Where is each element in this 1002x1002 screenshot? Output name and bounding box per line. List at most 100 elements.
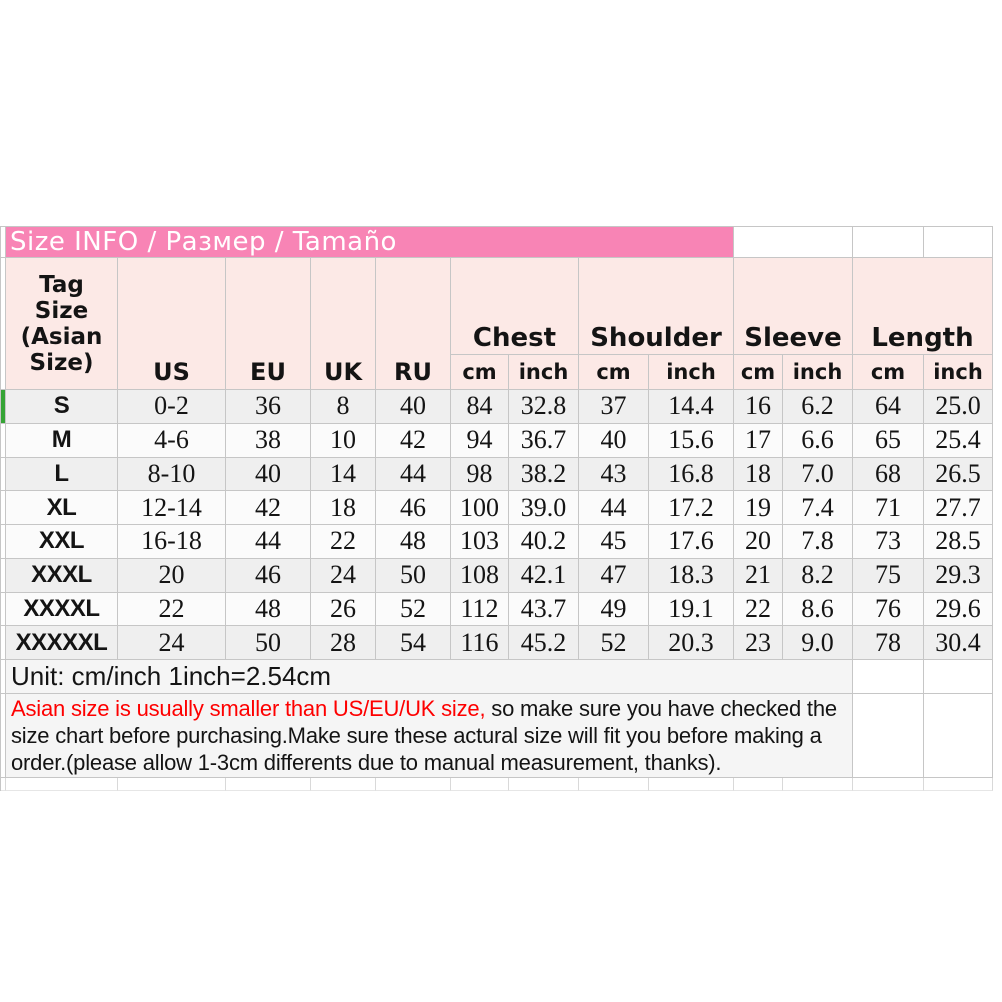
value-cell-us: 0-2 — [118, 390, 226, 424]
size-tag-cell: XXXXXL — [6, 626, 118, 660]
tag-size-line: Tag — [39, 271, 84, 298]
cm-header-cell: cm — [734, 355, 783, 390]
value-cell-uk: 18 — [311, 491, 376, 525]
value-cell-sleeve_inch: 7.4 — [783, 491, 853, 525]
value-cell-uk: 8 — [311, 390, 376, 424]
size-tag-cell: XXXL — [6, 558, 118, 593]
eu-header-cell: EU — [226, 258, 311, 390]
banner-title-cell: Size INFO / Размер / Tamaño — [6, 227, 734, 258]
value-cell-shoulder_cm: 52 — [579, 626, 649, 660]
size-tag-cell: M — [6, 423, 118, 458]
value-cell-length_inch: 30.4 — [924, 626, 993, 660]
size-tag-cell: XL — [6, 491, 118, 525]
value-cell-us: 22 — [118, 592, 226, 627]
value-cell-eu: 36 — [226, 390, 311, 424]
value-cell-length_cm: 71 — [853, 491, 924, 525]
value-cell-chest_inch: 38.2 — [509, 457, 579, 492]
value-cell-eu: 48 — [226, 592, 311, 627]
empty-cell — [853, 660, 924, 694]
empty-cell — [924, 660, 993, 694]
grid-stub-cell — [451, 778, 509, 791]
left-gutter-cell — [1, 626, 6, 660]
size-tag-cell: XXL — [6, 525, 118, 559]
grid-stub-cell — [649, 778, 734, 791]
grid-stub-cell — [924, 778, 993, 791]
disclaimer-row: Asian size is usually smaller than US/EU… — [1, 694, 993, 778]
value-cell-shoulder_cm: 43 — [579, 457, 649, 492]
ru-header-cell: RU — [376, 258, 451, 390]
value-cell-us: 16-18 — [118, 525, 226, 559]
disclaimer-red-text: Asian size is usually smaller than US/EU… — [11, 696, 486, 721]
grid-stub-cell — [1, 778, 6, 791]
unit-note-row: Unit: cm/inch 1inch=2.54cm — [1, 660, 993, 694]
data-grid: S 0-2 36 8 40 84 32.8 37 14.4 16 6.2 64 25.0 M 4-6 38 10… — [1, 390, 993, 660]
inch-header-cell: inch — [783, 355, 853, 390]
grid-stub-cell — [783, 778, 853, 791]
value-cell-sleeve_cm: 20 — [734, 525, 783, 559]
value-cell-sleeve_inch: 8.2 — [783, 558, 853, 593]
value-cell-length_cm: 64 — [853, 390, 924, 424]
value-cell-sleeve_cm: 23 — [734, 626, 783, 660]
value-cell-length_inch: 25.0 — [924, 390, 993, 424]
value-cell-ru: 42 — [376, 423, 451, 458]
value-cell-sleeve_inch: 6.6 — [783, 423, 853, 458]
shoulder-group-header-cell: Shoulder — [579, 258, 734, 355]
value-cell-shoulder_inch: 17.6 — [649, 525, 734, 559]
disclaimer-text: Asian size is usually smaller than US/EU… — [6, 694, 853, 778]
empty-cell — [853, 694, 924, 778]
value-cell-length_cm: 65 — [853, 423, 924, 458]
value-cell-length_inch: 27.7 — [924, 491, 993, 525]
grid-stub-cell — [509, 778, 579, 791]
value-cell-chest_cm: 94 — [451, 423, 509, 458]
value-cell-chest_cm: 84 — [451, 390, 509, 424]
left-gutter-cell — [1, 592, 6, 627]
grid-stub-cell — [311, 778, 376, 791]
value-cell-ru: 40 — [376, 390, 451, 424]
left-gutter-cell — [1, 227, 6, 258]
value-cell-sleeve_cm: 16 — [734, 390, 783, 424]
value-cell-sleeve_cm: 17 — [734, 423, 783, 458]
value-cell-shoulder_inch: 20.3 — [649, 626, 734, 660]
grid-stub-cell — [6, 778, 118, 791]
value-cell-length_inch: 28.5 — [924, 525, 993, 559]
value-cell-ru: 44 — [376, 457, 451, 492]
value-cell-eu: 50 — [226, 626, 311, 660]
value-cell-shoulder_cm: 40 — [579, 423, 649, 458]
left-gutter-cell — [1, 423, 6, 458]
value-cell-sleeve_cm: 18 — [734, 457, 783, 492]
value-cell-chest_inch: 32.8 — [509, 390, 579, 424]
grid-stub-cell — [853, 778, 924, 791]
banner-empty-cell — [734, 227, 853, 258]
value-cell-ru: 52 — [376, 592, 451, 627]
value-cell-uk: 14 — [311, 457, 376, 492]
value-cell-sleeve_cm: 21 — [734, 558, 783, 593]
value-cell-shoulder_inch: 16.8 — [649, 457, 734, 492]
value-cell-uk: 26 — [311, 592, 376, 627]
value-cell-length_cm: 68 — [853, 457, 924, 492]
value-cell-ru: 46 — [376, 491, 451, 525]
banner-title: Size INFO / Размер / Tamaño — [10, 227, 397, 257]
size-chart-sheet: Size INFO / Размер / Tamaño Tag Size (As… — [0, 226, 993, 791]
value-cell-length_inch: 26.5 — [924, 457, 993, 492]
unit-note: Unit: cm/inch 1inch=2.54cm — [6, 660, 853, 694]
value-cell-shoulder_inch: 14.4 — [649, 390, 734, 424]
value-cell-chest_inch: 43.7 — [509, 592, 579, 627]
value-cell-chest_cm: 103 — [451, 525, 509, 559]
value-cell-chest_cm: 108 — [451, 558, 509, 593]
tag-size-line: Size — [34, 297, 89, 324]
value-cell-shoulder_inch: 17.2 — [649, 491, 734, 525]
value-cell-length_cm: 76 — [853, 592, 924, 627]
left-gutter-cell — [1, 660, 6, 694]
value-cell-us: 20 — [118, 558, 226, 593]
value-cell-shoulder_cm: 47 — [579, 558, 649, 593]
value-cell-uk: 10 — [311, 423, 376, 458]
tag-size-line: (Asian — [20, 323, 103, 350]
uk-header-cell: UK — [311, 258, 376, 390]
value-cell-uk: 24 — [311, 558, 376, 593]
value-cell-chest_inch: 39.0 — [509, 491, 579, 525]
value-cell-sleeve_inch: 9.0 — [783, 626, 853, 660]
size-tag-cell: L — [6, 457, 118, 492]
value-cell-us: 8-10 — [118, 457, 226, 492]
value-cell-uk: 28 — [311, 626, 376, 660]
left-gutter-cell — [1, 694, 6, 778]
